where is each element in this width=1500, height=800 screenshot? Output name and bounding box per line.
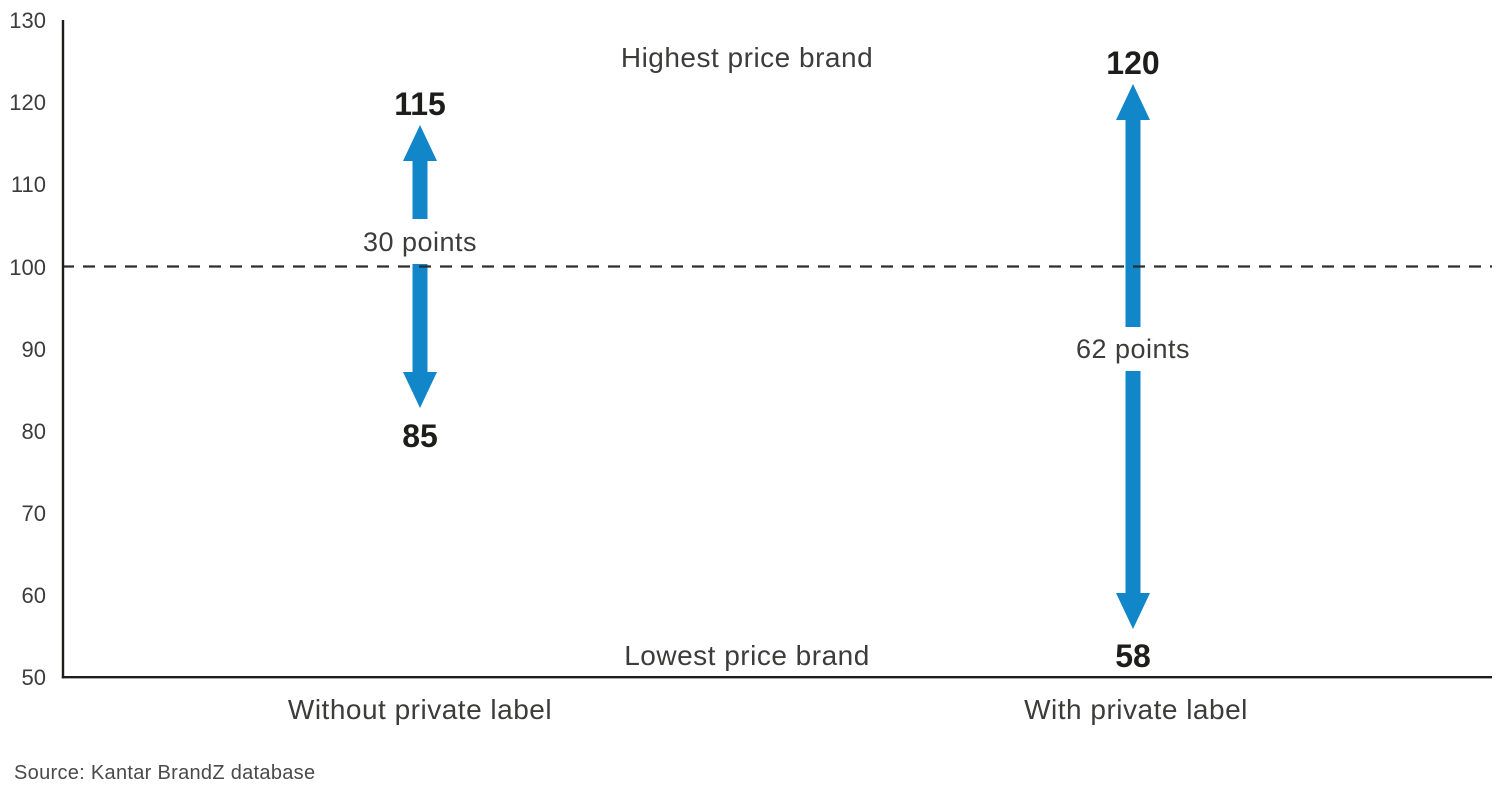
arrow-down-icon <box>403 372 437 408</box>
y-tick-label: 70 <box>22 501 46 526</box>
arrow-shaft <box>1125 371 1141 594</box>
arrow-shaft <box>412 158 428 219</box>
arrow-shaft <box>412 264 428 373</box>
range-points-label: 30 points <box>363 227 477 257</box>
y-axis-tick-labels: 130 120 110 100 90 80 70 60 50 <box>9 8 46 690</box>
highest-price-brand-annotation: Highest price brand <box>621 42 873 73</box>
arrow-up-icon <box>403 125 437 161</box>
low-value-label: 58 <box>1115 638 1151 674</box>
range-arrow-without-private-label: 115 30 points 85 <box>363 86 477 454</box>
y-tick-label: 130 <box>9 8 46 33</box>
y-tick-label: 50 <box>22 665 46 690</box>
y-tick-label: 60 <box>22 583 46 608</box>
range-arrow-with-private-label: 120 62 points 58 <box>1076 45 1190 674</box>
high-value-label: 120 <box>1106 45 1159 81</box>
source-credit: Source: Kantar BrandZ database <box>14 762 315 784</box>
y-tick-label: 90 <box>22 337 46 362</box>
lowest-price-brand-annotation: Lowest price brand <box>624 640 870 671</box>
arrow-down-icon <box>1116 593 1150 629</box>
arrow-up-icon <box>1116 84 1150 120</box>
y-tick-label: 110 <box>11 172 46 197</box>
category-label-without-private-label: Without private label <box>288 694 552 725</box>
high-value-label: 115 <box>394 86 446 122</box>
y-tick-label: 100 <box>9 255 46 280</box>
range-points-label: 62 points <box>1076 334 1190 364</box>
category-label-with-private-label: With private label <box>1024 694 1248 725</box>
arrow-shaft <box>1125 117 1141 327</box>
y-tick-label: 80 <box>22 419 46 444</box>
y-tick-label: 120 <box>9 90 46 115</box>
low-value-label: 85 <box>402 418 438 454</box>
